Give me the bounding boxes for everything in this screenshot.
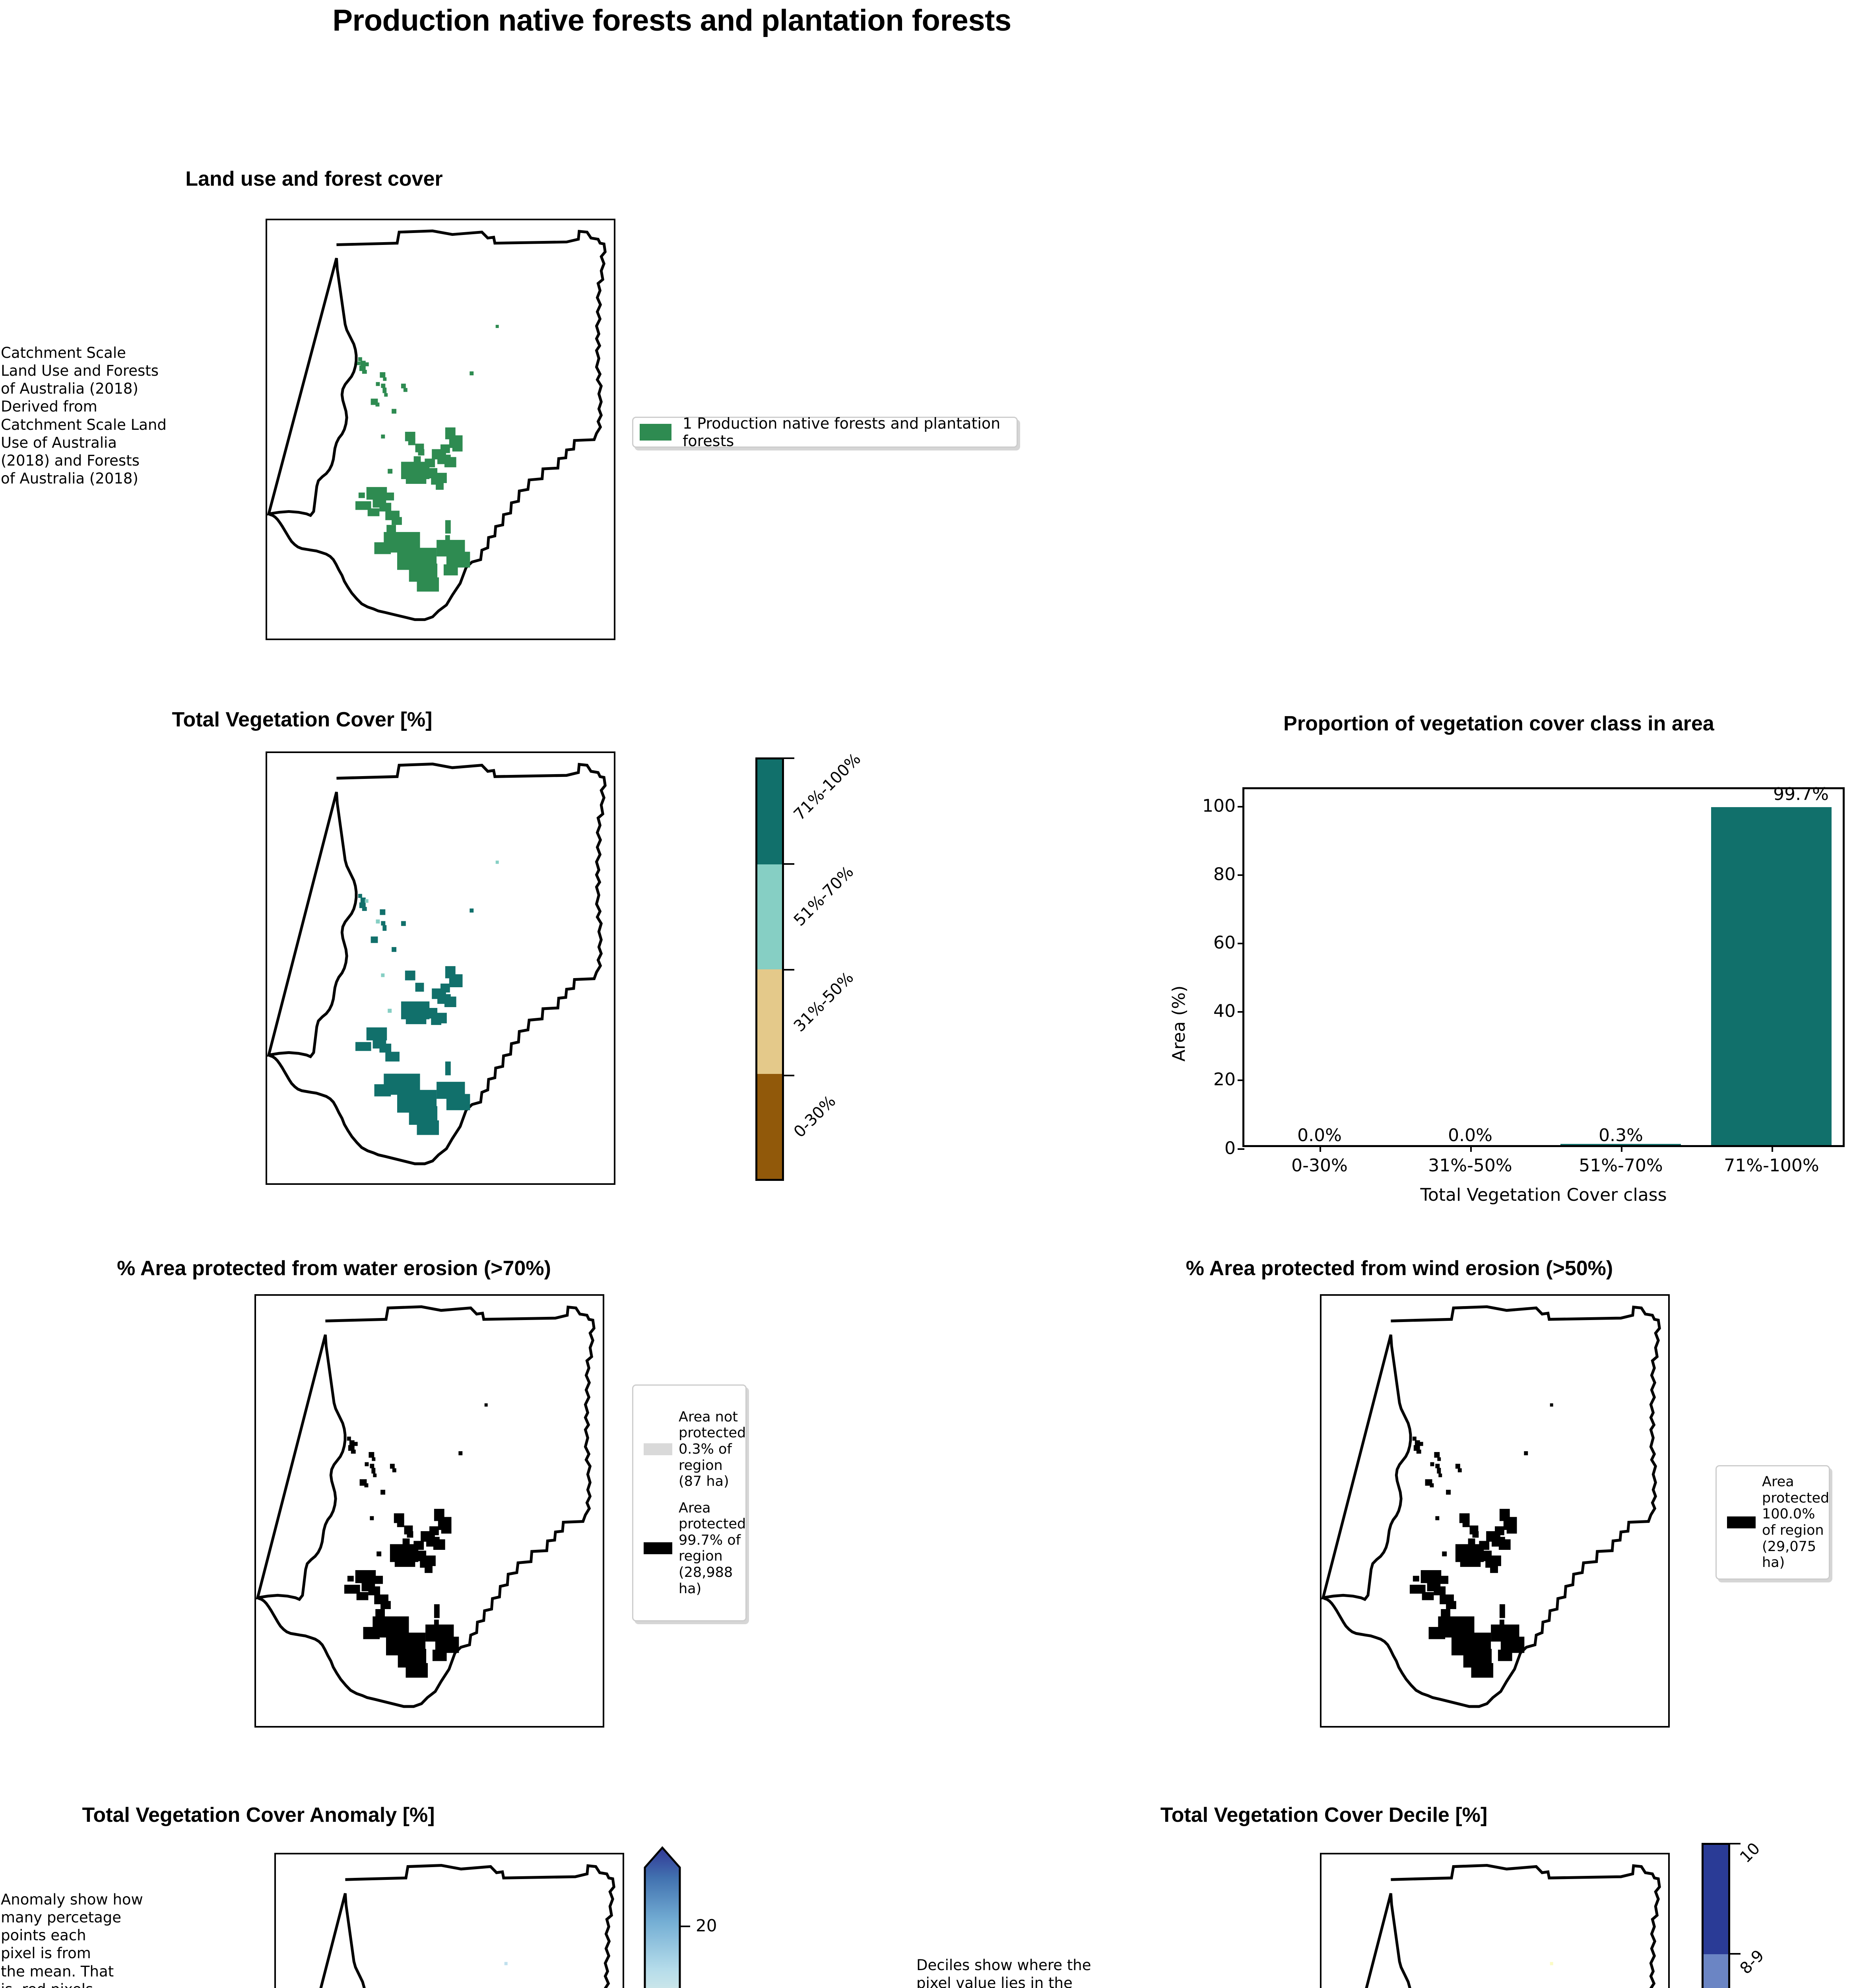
cbar-seg-51-70 (757, 864, 782, 969)
protected-pixels (1409, 1403, 1553, 1678)
cbar-seg-0-30 (757, 1074, 782, 1179)
cbar-tick-label-20: 20 (696, 1916, 717, 1936)
bar-label-0-30: 0.0% (1297, 1125, 1342, 1145)
colorbar-decile[interactable]: 10 8-9 4-7 2-3 1 (1702, 1839, 1849, 1988)
panel-title-land-use: Land use and forest cover (185, 167, 443, 190)
page-title: Production native forests and plantation… (332, 4, 1011, 37)
colorbar-anomaly[interactable]: 20 10 0 −10 −20 (640, 1843, 783, 1988)
cbar-seg-10 (1704, 1845, 1728, 1954)
map-wind-erosion-svg (1321, 1305, 1661, 1708)
cbar-seg-8-9 (1704, 1954, 1728, 1988)
cbar-label-8-9: 8-9 (1736, 1946, 1768, 1978)
cbar-seg-71-100 (757, 759, 782, 864)
map-decile[interactable] (1320, 1853, 1670, 1988)
chart-title: Proportion of vegetation cover class in … (1283, 712, 1714, 735)
legend-label-area-not-protected: Area not protected 0.3% of region (87 ha… (679, 1409, 746, 1490)
bar-71-100[interactable] (1711, 807, 1832, 1145)
cbar-seg-31-50 (757, 969, 782, 1074)
map-water-erosion-svg (256, 1305, 596, 1708)
catchment-boundary (256, 1305, 596, 1708)
catchment-boundary (1365, 1864, 1661, 1988)
panel-title-anomaly: Total Vegetation Cover Anomaly [%] (82, 1804, 435, 1827)
map-decile-svg (1365, 1864, 1661, 1988)
legend-swatch-area-protected (1727, 1516, 1756, 1528)
cbar-label-0-30: 0-30% (790, 1092, 840, 1142)
catchment-boundary (267, 762, 607, 1165)
decile-explanation-note: Deciles show where the pixel value lies … (916, 1957, 1091, 1988)
chart-x-axis-label: Total Vegetation Cover class (1420, 1185, 1667, 1205)
map-total-vegetation-cover[interactable] (266, 751, 615, 1185)
map-land-use[interactable] (266, 219, 615, 640)
legend-swatch-production-forest (640, 424, 671, 441)
panel-title-decile: Total Vegetation Cover Decile [%] (1160, 1804, 1488, 1827)
y-tick-60: 60 (1213, 932, 1236, 953)
bar-label-31-50: 0.0% (1448, 1125, 1492, 1145)
cbar-label-51-70: 51%-70% (790, 862, 858, 930)
map-veg-cover-svg (267, 762, 607, 1165)
chart-y-axis-label: Area (%) (1169, 985, 1189, 1062)
x-tick-31-50: 31%-50% (1428, 1155, 1512, 1176)
legend-label-area-protected: Area protected 100.0% of region (29,075 … (1762, 1474, 1830, 1571)
catchment-boundary (1321, 1305, 1661, 1708)
x-tick-0-30: 0-30% (1291, 1155, 1348, 1176)
legend-label-production-forest: 1 Production native forests and plantati… (683, 414, 1001, 450)
y-tick-100: 100 (1202, 796, 1236, 816)
cbar-label-71-100: 71%-100% (790, 749, 865, 824)
legend-water-erosion[interactable]: Area not protected 0.3% of region (87 ha… (632, 1384, 747, 1621)
y-tick-40: 40 (1213, 1001, 1236, 1021)
catchment-boundary (319, 1864, 615, 1988)
map-water-erosion[interactable] (254, 1294, 604, 1728)
map-anomaly-svg (319, 1864, 615, 1988)
decile-pixels (1550, 1962, 1553, 1965)
colorbar-total-vegetation-cover[interactable]: 71%-100% 51%-70% 31%-50% 0-30% (755, 750, 994, 1181)
cbar-label-31-50: 31%-50% (790, 968, 858, 1036)
x-tick-51-70: 51%-70% (1579, 1155, 1663, 1176)
catchment-boundary (267, 229, 607, 621)
colorbar-anomaly-gradient (644, 1846, 681, 1988)
map-anomaly[interactable] (274, 1853, 624, 1988)
protected-pixels (344, 1403, 488, 1678)
forest-cover-pixels (355, 325, 499, 592)
chart-plot-area: 0 20 40 60 80 100 0-30% 31%-50% 51%-70% … (1202, 784, 1845, 1176)
bar-label-71-100: 99.7% (1773, 784, 1829, 805)
legend-wind-erosion[interactable]: Area protected 100.0% of region (29,075 … (1715, 1465, 1830, 1580)
legend-label-area-protected: Area protected 99.7% of region (28,988 h… (679, 1500, 746, 1597)
y-tick-0: 0 (1224, 1138, 1236, 1159)
y-tick-20: 20 (1213, 1069, 1236, 1090)
land-use-source-note: Catchment Scale Land Use and Forests of … (1, 344, 167, 487)
bar-label-51-70: 0.3% (1599, 1125, 1643, 1145)
anomaly-explanation-note: Anomaly show how many percetage points e… (1, 1891, 143, 1988)
chart-proportion-of-vegetation-cover: Proportion of vegetation cover class in … (1153, 712, 1845, 1237)
x-tick-71-100: 71%-100% (1724, 1155, 1819, 1176)
panel-title-veg-cover: Total Vegetation Cover [%] (172, 708, 433, 731)
bar-51-70[interactable] (1560, 1144, 1681, 1145)
legend-land-use[interactable]: 1 Production native forests and plantati… (632, 414, 1018, 450)
map-wind-erosion[interactable] (1320, 1294, 1670, 1728)
veg-cover-pixels (355, 860, 499, 1135)
anomaly-pixels (504, 1962, 508, 1965)
legend-swatch-area-protected (644, 1542, 672, 1555)
map-land-use-svg (267, 229, 607, 621)
y-tick-80: 80 (1213, 864, 1236, 885)
legend-swatch-area-not-protected (644, 1443, 672, 1456)
cbar-label-10: 10 (1736, 1839, 1764, 1867)
panel-title-wind-erosion: % Area protected from wind erosion (>50%… (1186, 1257, 1613, 1280)
panel-title-water-erosion: % Area protected from water erosion (>70… (117, 1257, 551, 1280)
